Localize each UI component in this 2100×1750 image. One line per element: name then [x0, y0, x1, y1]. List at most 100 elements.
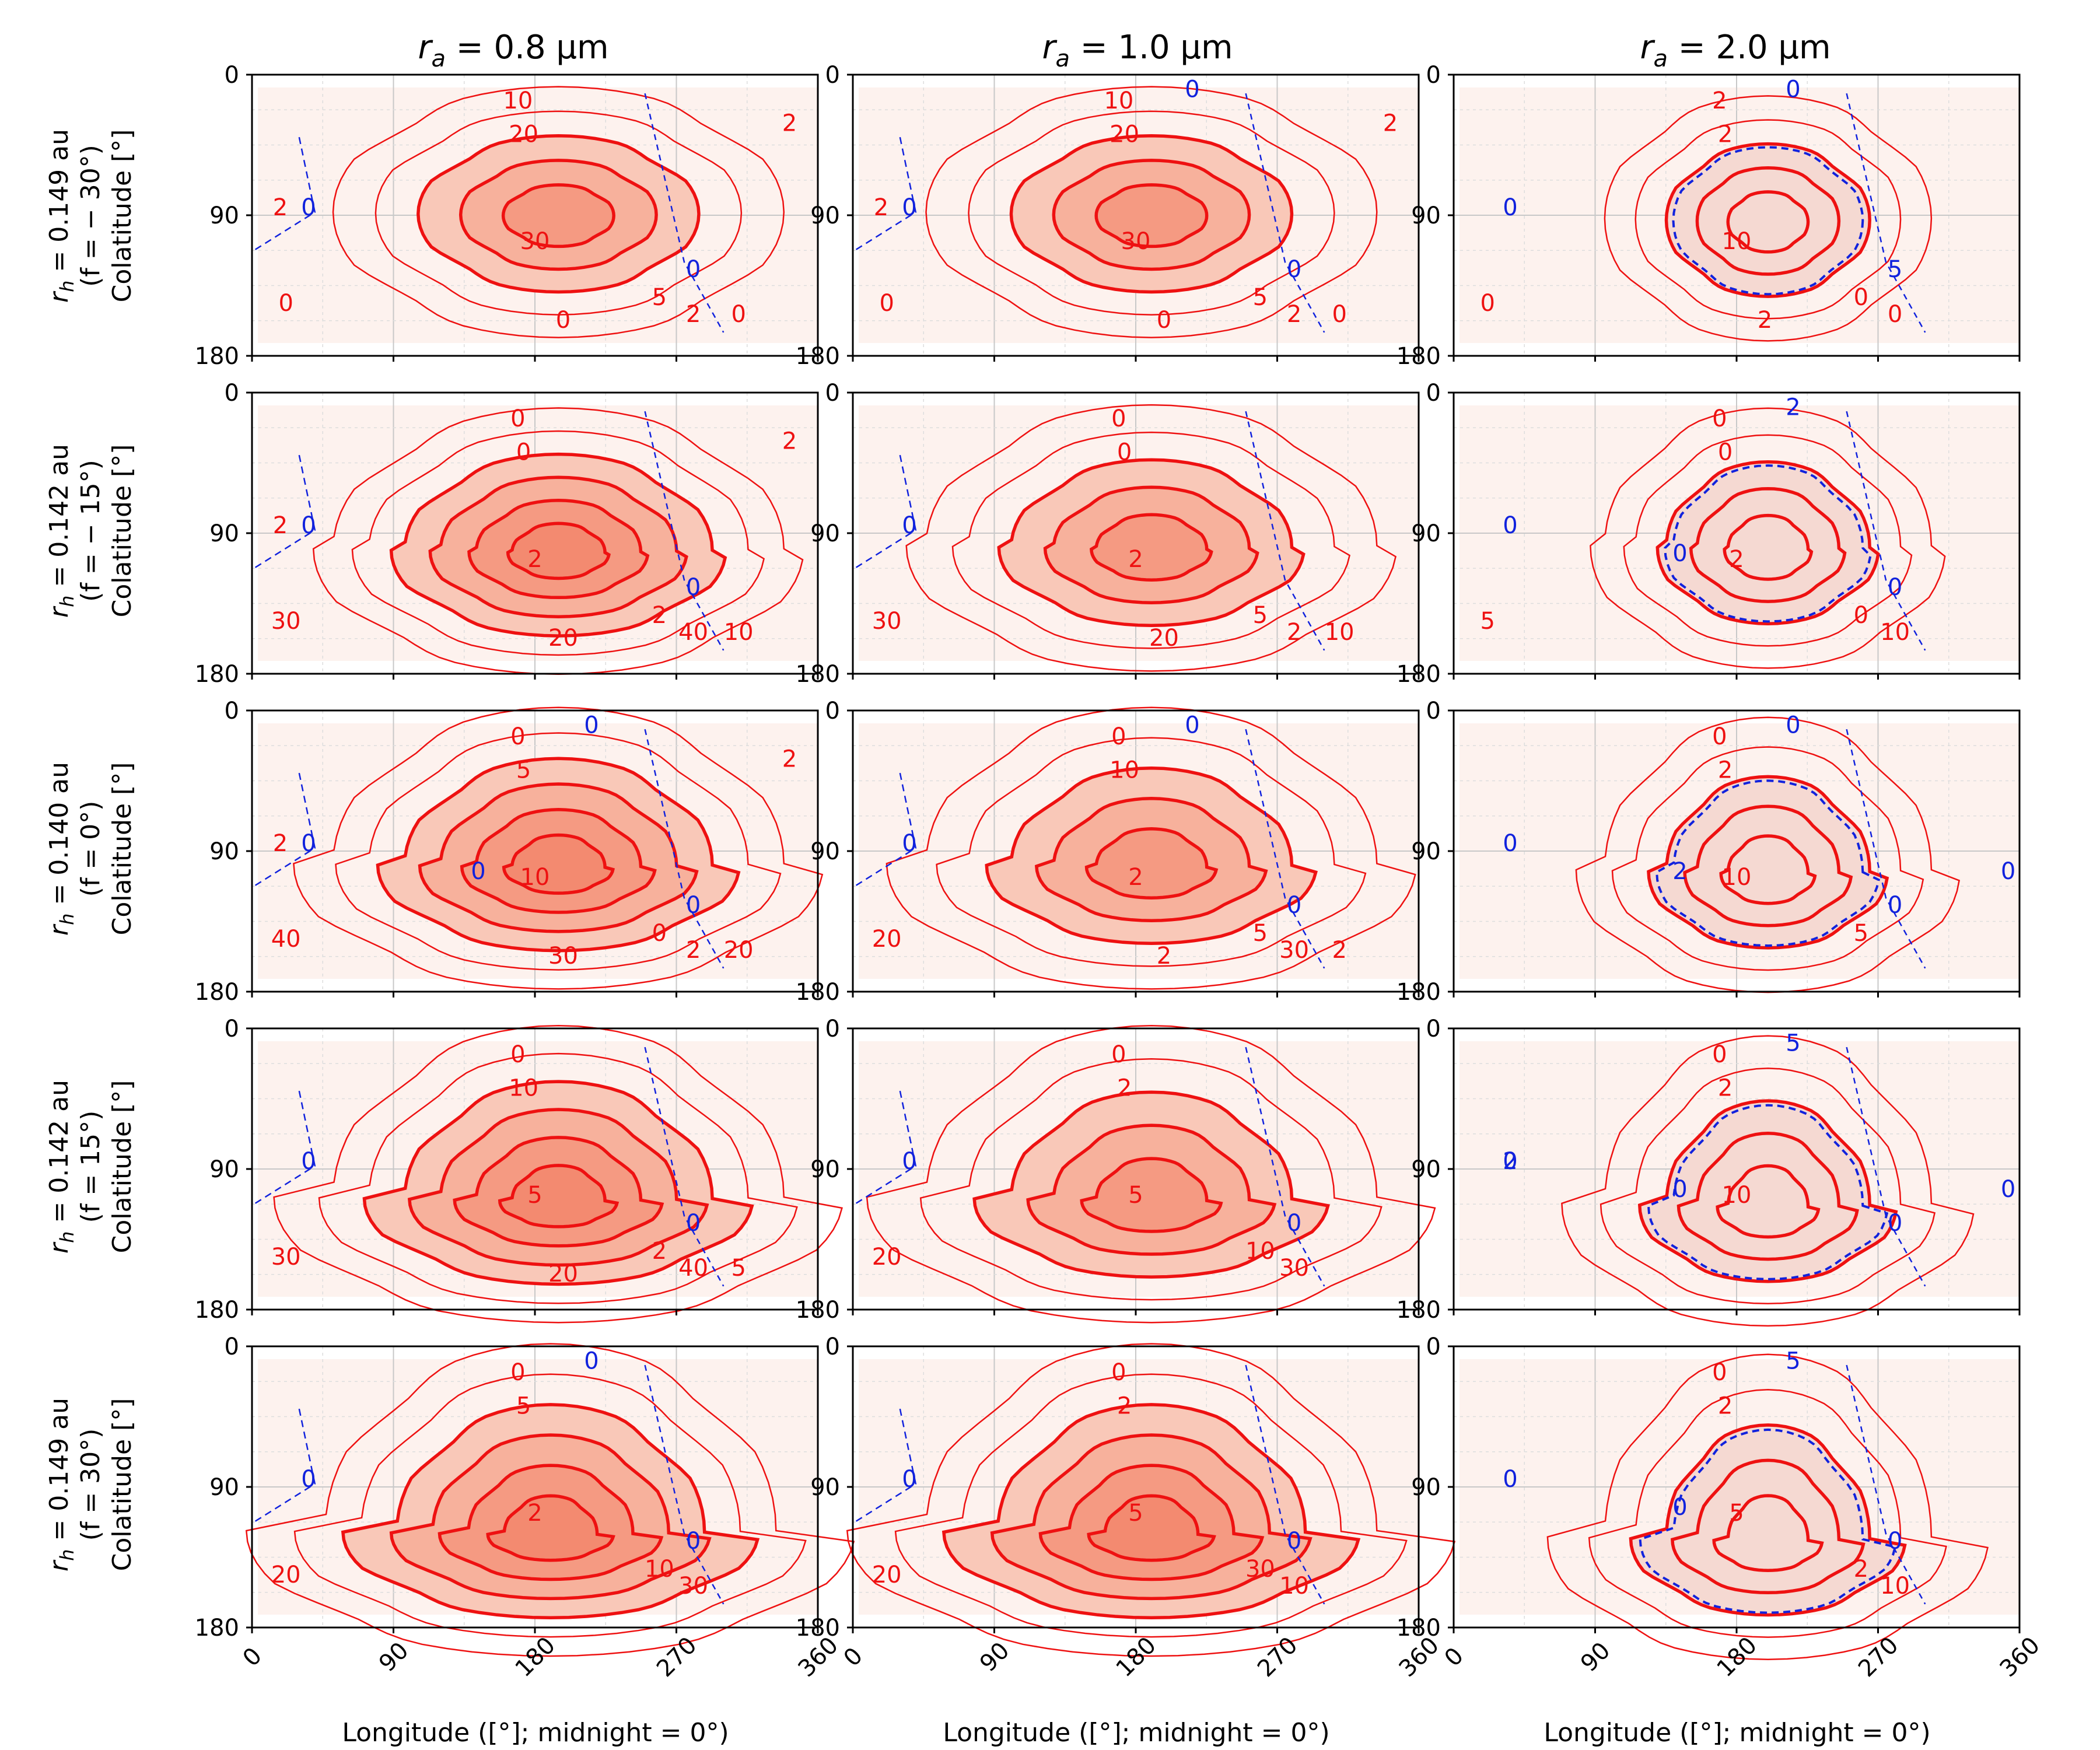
contour-label: 10	[1104, 88, 1133, 114]
contour-line-outer	[1590, 407, 1946, 669]
contour-line-level	[1719, 834, 1817, 905]
x-tick-label: 90	[1576, 1637, 1616, 1678]
y-tick-label: 180	[796, 1615, 840, 1642]
contour-label: 5	[1480, 608, 1494, 635]
contour-line-level	[1087, 1494, 1216, 1562]
y-tick-label: 90	[810, 520, 840, 547]
negative-contour	[855, 454, 917, 568]
svg-text:rh = 0.142 au: rh = 0.142 au	[44, 444, 78, 618]
negative-contour	[644, 1364, 724, 1605]
x-tick-label: 180	[510, 1632, 561, 1683]
contour-label: 0	[731, 301, 746, 328]
contour-label: 2	[782, 746, 797, 772]
y-tick-label: 180	[796, 343, 840, 370]
svg-text:rh = 0.149 au: rh = 0.149 au	[44, 129, 78, 303]
contour-label: 30	[678, 1573, 708, 1600]
contour-label: 20	[724, 937, 754, 964]
negative-contour-label: 0	[686, 892, 701, 919]
contour-label: 0	[1712, 1041, 1727, 1068]
contour-label: 30	[1121, 228, 1151, 255]
contour-line-outer	[1575, 716, 1961, 993]
contour-label: 20	[509, 121, 538, 148]
contour-label: 40	[678, 1255, 708, 1282]
negative-contour	[1245, 1364, 1325, 1605]
contour-line-level	[506, 522, 611, 580]
negative-contour	[1639, 1428, 1897, 1614]
y-tick-label: 90	[810, 838, 840, 865]
y-tick-label: 180	[195, 1297, 239, 1324]
negative-contour-label: 0	[1888, 1528, 1902, 1555]
contour-label: 0	[1718, 439, 1732, 466]
contour-line-outer	[351, 430, 765, 656]
contour-label: 0	[1157, 307, 1171, 334]
y-tick-label: 90	[810, 202, 840, 229]
x-tick-label: 180	[1111, 1632, 1162, 1683]
contour-label: 5	[516, 757, 531, 784]
negative-contour-label: 0	[1185, 76, 1199, 103]
contour-label: 30	[271, 608, 301, 635]
y-tick-label: 90	[1411, 202, 1441, 229]
contour-label: 2	[782, 428, 797, 454]
contour-label: 2	[1729, 546, 1744, 573]
contour-label: 20	[548, 1261, 578, 1287]
negative-contour-label: 0	[1503, 1148, 1517, 1175]
y-tick-label: 0	[1426, 62, 1441, 89]
contour-label: 40	[678, 619, 708, 646]
negative-contour	[1846, 411, 1926, 651]
contour-label: 5	[1253, 602, 1268, 629]
x-tick-label: 270	[652, 1632, 702, 1683]
negative-contour-label: 0	[1786, 712, 1800, 739]
contour-label: 0	[652, 920, 667, 947]
svg-text:(f = 0°): (f = 0°)	[76, 801, 106, 897]
contour-label: 10	[509, 1075, 538, 1102]
contour-label: 30	[520, 228, 550, 255]
svg-text:Colatitude [°]: Colatitude [°]	[107, 444, 137, 618]
y-tick-label: 90	[209, 202, 239, 229]
contour-line-outer	[293, 1373, 807, 1638]
negative-contour-label: 0	[584, 1348, 598, 1375]
svg-text:(f = − 15°): (f = − 15°)	[76, 460, 106, 602]
svg-text:(f = 30°): (f = 30°)	[76, 1429, 106, 1541]
negative-contour-label: 0	[301, 512, 316, 539]
contour-label: 2	[1758, 307, 1772, 334]
contour-line-outer	[951, 431, 1351, 649]
contour-label: 20	[1110, 121, 1139, 148]
negative-contour-label: 0	[686, 256, 701, 283]
contour-line-outer	[846, 1343, 1456, 1657]
negative-contour-label: 0	[686, 1210, 701, 1237]
contour-label: 2	[1117, 1393, 1132, 1420]
negative-contour	[1245, 729, 1325, 969]
negative-contour-label: 0	[301, 1466, 316, 1493]
svg-text:Colatitude [°]: Colatitude [°]	[107, 1080, 137, 1254]
y-tick-label: 90	[209, 520, 239, 547]
svg-text:rh = 0.149 au: rh = 0.149 au	[44, 1398, 78, 1572]
row-label-1: rh = 0.142 au (f = − 15°) Colatitude [°]	[44, 444, 137, 618]
contour-line-level	[1716, 1164, 1821, 1239]
contour-label: 2	[782, 110, 797, 136]
negative-contour-label: 5	[1786, 1030, 1800, 1057]
negative-contour-label: 2	[1503, 1148, 1517, 1175]
contour-label: 0	[1332, 301, 1346, 328]
contour-label: 0	[510, 405, 525, 432]
contour-label: 10	[503, 88, 533, 114]
contour-label: 2	[1718, 1393, 1732, 1420]
row-label-3: rh = 0.142 au (f = 15°) Colatitude [°]	[44, 1080, 137, 1254]
contour-line-level	[1726, 190, 1810, 254]
contour-line-level	[486, 1494, 615, 1562]
negative-contour-label: 0	[1503, 830, 1517, 857]
negative-contour	[855, 1408, 917, 1522]
y-tick-label: 0	[825, 1334, 840, 1360]
negative-contour-label: 2	[1672, 858, 1687, 885]
negative-contour	[1846, 1364, 1926, 1605]
y-tick-label: 180	[1396, 661, 1441, 688]
contour-label: 0	[278, 290, 293, 317]
y-tick-label: 180	[796, 979, 840, 1006]
contour-label: 0	[1111, 1359, 1126, 1386]
contour-line-level	[1084, 827, 1219, 900]
negative-contour-label: 0	[1672, 1494, 1687, 1521]
